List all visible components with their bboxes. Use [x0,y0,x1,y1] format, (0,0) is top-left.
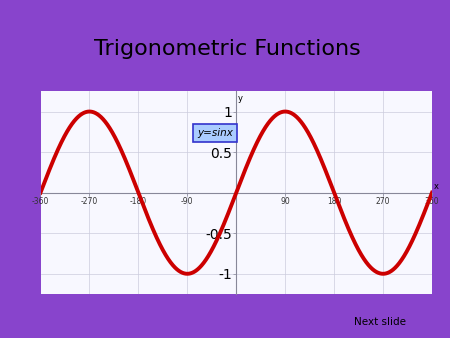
Text: Next slide: Next slide [354,317,406,327]
Text: x: x [434,182,439,191]
Text: y=sinx: y=sinx [197,128,233,138]
Text: y: y [237,94,243,103]
Text: Trigonometric Functions: Trigonometric Functions [94,39,360,59]
